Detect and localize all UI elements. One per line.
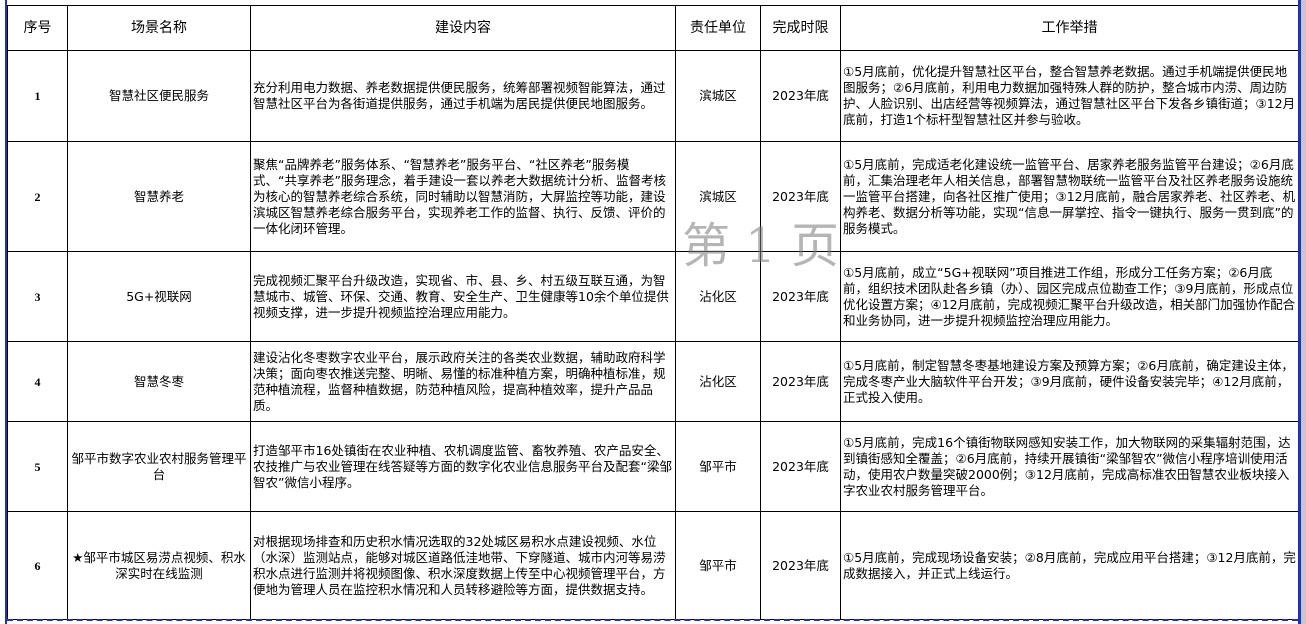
- responsible-unit-cell: 邹平市: [675, 421, 761, 512]
- header-no: 序号: [7, 5, 68, 51]
- deadline-cell: 2023年底: [760, 511, 841, 620]
- row-number-cell: 3: [7, 251, 68, 342]
- work-measures-cell: ①5月底前，优化提升智慧社区平台，整合智慧养老数据。通过手机端提供便民地图服务；…: [840, 50, 1299, 142]
- construction-content-cell: 建设沾化冬枣数字农业平台，展示政府关注的各类农业数据，辅助政府科学决策；面向枣农…: [250, 341, 676, 422]
- page-margin: [1301, 0, 1306, 624]
- responsible-unit-cell: 沾化区: [675, 341, 761, 422]
- row-number-cell: 2: [7, 141, 68, 252]
- responsible-unit-cell: 滨城区: [675, 141, 761, 252]
- responsible-unit-cell: 滨城区: [675, 50, 761, 142]
- scene-name-cell: ★邹平市城区易涝点视频、积水深实时在线监测: [67, 511, 251, 620]
- construction-content-cell: 充分利用电力数据、养老数据提供便民服务，统筹部署视频智能算法，通过智慧社区平台为…: [250, 50, 676, 142]
- work-measures-cell: ①5月底前，成立“5G+视联网”项目推进工作组，形成分工任务方案；②6月底前，组…: [840, 251, 1299, 342]
- work-measures-cell: ①5月底前，完成16个镇街物联网感知安装工作，加大物联网的采集辐射范围，达到镇街…: [840, 421, 1299, 512]
- table-row: 3 5G+视联网 完成视频汇聚平台升级改造，实现省、市、县、乡、村五级互联互通，为智…: [7, 251, 1299, 342]
- header-measures: 工作举措: [840, 5, 1299, 51]
- header-content: 建设内容: [250, 5, 676, 51]
- page-border-left: [5, 0, 7, 624]
- row-number-cell: 6: [7, 511, 68, 620]
- work-measures-cell: ①5月底前，制定智慧冬枣基地建设方案及预算方案；②6月底前，确定建设主体，完成冬…: [840, 341, 1299, 422]
- table-row: 4 智慧冬枣 建设沾化冬枣数字农业平台，展示政府关注的各类农业数据，辅助政府科学决策…: [7, 341, 1299, 422]
- deadline-cell: 2023年底: [760, 251, 841, 342]
- table-row: 5 邹平市数字农业农村服务管理平台 打造邹平市16处镇街在农业种植、农机调度监管、畜…: [7, 421, 1299, 512]
- page-break-line: [7, 619, 1298, 621]
- header-unit: 责任单位: [675, 5, 761, 51]
- construction-content-cell: 打造邹平市16处镇街在农业种植、农机调度监管、畜牧养殖、农产品安全、农技推广与农…: [250, 421, 676, 512]
- table-row: 6 ★邹平市城区易涝点视频、积水深实时在线监测 对根据现场排查和历史积水情况选取的3…: [7, 511, 1299, 620]
- page-border-right: [1298, 0, 1301, 624]
- row-number-cell: 4: [7, 341, 68, 422]
- construction-content-cell: 完成视频汇聚平台升级改造，实现省、市、县、乡、村五级互联互通，为智慧城市、城管、…: [250, 251, 676, 342]
- scene-name-cell: 智慧社区便民服务: [67, 50, 251, 142]
- row-number-cell: 5: [7, 421, 68, 512]
- deadline-cell: 2023年底: [760, 341, 841, 422]
- responsible-unit-cell: 沾化区: [675, 251, 761, 342]
- work-measures-cell: ①5月底前，完成现场设备安装；②8月底前，完成应用平台搭建；③12月底前，完成数…: [840, 511, 1299, 620]
- construction-content-cell: 对根据现场排查和历史积水情况选取的32处城区易积水点建设视频、水位（水深）监测站…: [250, 511, 676, 620]
- scene-name-cell: 智慧冬枣: [67, 341, 251, 422]
- table-row: 2 智慧养老 聚焦“品牌养老”服务体系、“智慧养老”服务平台、“社区养老”服务模式、…: [7, 141, 1299, 252]
- responsible-unit-cell: 邹平市: [675, 511, 761, 620]
- deadline-cell: 2023年底: [760, 421, 841, 512]
- scene-name-cell: 邹平市数字农业农村服务管理平台: [67, 421, 251, 512]
- scene-name-cell: 5G+视联网: [67, 251, 251, 342]
- deadline-cell: 2023年底: [760, 141, 841, 252]
- construction-content-cell: 聚焦“品牌养老”服务体系、“智慧养老”服务平台、“社区养老”服务模式、“共享养老…: [250, 141, 676, 252]
- header-deadline: 完成时限: [760, 5, 841, 51]
- header-name: 场景名称: [67, 5, 251, 51]
- deadline-cell: 2023年底: [760, 50, 841, 142]
- scene-name-cell: 智慧养老: [67, 141, 251, 252]
- work-measures-cell: ①5月底前，完成适老化建设统一监管平台、居家养老服务监管平台建设；②6月底前，汇…: [840, 141, 1299, 252]
- row-number-cell: 1: [7, 50, 68, 142]
- header-row: 序号 场景名称 建设内容 责任单位 完成时限 工作举措: [7, 5, 1299, 51]
- scenario-table: 序号 场景名称 建设内容 责任单位 完成时限 工作举措 1 智慧社区便民服务 充分利…: [7, 5, 1299, 620]
- table-row: 1 智慧社区便民服务 充分利用电力数据、养老数据提供便民服务，统筹部署视频智能算法，…: [7, 50, 1299, 142]
